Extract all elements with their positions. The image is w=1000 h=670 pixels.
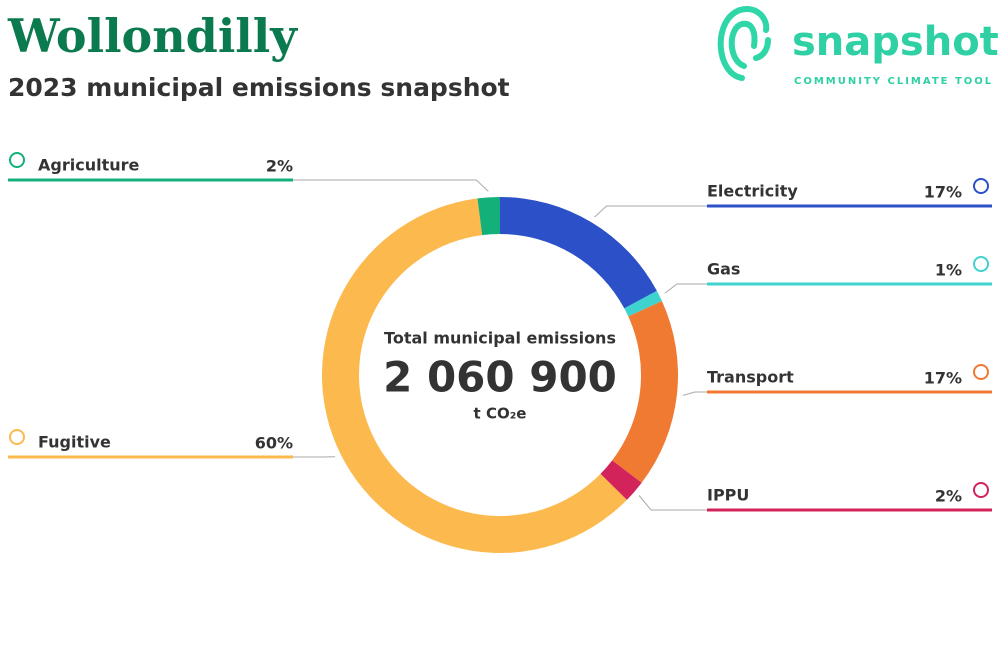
subtitle: 2023 municipal emissions snapshot (8, 73, 510, 102)
category-icon (973, 178, 989, 194)
category-label: Agriculture (38, 156, 140, 175)
logo-name: snapshot (792, 19, 999, 65)
value-label: 1% (935, 261, 962, 280)
donut-segment (500, 197, 657, 309)
leader-line (293, 179, 489, 192)
value-label: 2% (935, 487, 962, 506)
category-label: Electricity (707, 182, 798, 201)
donut-segment (477, 197, 500, 236)
category-icon (9, 429, 25, 445)
category-icon (973, 364, 989, 380)
leader-line (682, 391, 707, 396)
title: Wollondilly (7, 9, 298, 63)
value-label: 17% (924, 369, 962, 388)
value-label: 60% (255, 434, 293, 453)
category-icon (973, 256, 989, 272)
category-icon (9, 152, 25, 168)
logo-tagline: COMMUNITY CLIMATE TOOL (794, 76, 993, 87)
donut-segment (612, 301, 679, 483)
value-label: 2% (266, 157, 293, 176)
leader-line (664, 283, 707, 294)
unit: t CO₂e (474, 405, 527, 423)
category-label: IPPU (707, 486, 749, 505)
center-label: Total municipal emissions (384, 329, 616, 348)
category-label: Transport (707, 368, 794, 387)
donut-segment (624, 290, 662, 317)
category-label: Gas (707, 260, 740, 279)
donut-segment (600, 460, 642, 500)
category-icon (973, 482, 989, 498)
leader-line (594, 205, 707, 218)
total: 2 060 900 (383, 353, 617, 402)
category-label: Fugitive (38, 433, 111, 452)
donut-segment (322, 198, 627, 554)
leader-line (638, 495, 707, 511)
logo-mark (717, 6, 771, 81)
value-label: 17% (924, 183, 962, 202)
